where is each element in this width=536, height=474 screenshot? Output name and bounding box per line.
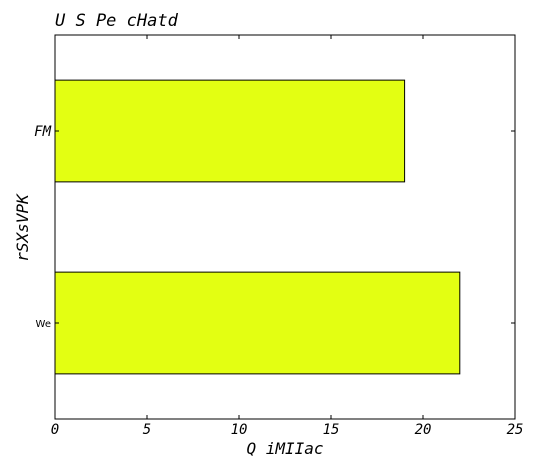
x-tick-label: 25 <box>507 422 524 438</box>
chart-title: U S Pe cHatd <box>55 11 179 31</box>
x-tick-label: 15 <box>323 422 340 438</box>
bar-We <box>54 271 461 375</box>
y-axis-label: rSXsVPK <box>13 193 32 262</box>
plot-frame <box>54 34 516 420</box>
x-tick-label: 0 <box>51 422 59 438</box>
x-tick-label: 5 <box>143 422 151 438</box>
y-tick-label: FM <box>34 124 51 140</box>
x-tick-label: 20 <box>415 422 432 438</box>
x-axis-label: Q iMIIac <box>246 439 323 458</box>
bar-FM <box>54 79 406 183</box>
x-tick-label: 10 <box>231 422 248 438</box>
y-tick-label: We <box>36 319 51 330</box>
plot-area: FM We 0 5 10 15 20 25 <box>34 34 524 438</box>
